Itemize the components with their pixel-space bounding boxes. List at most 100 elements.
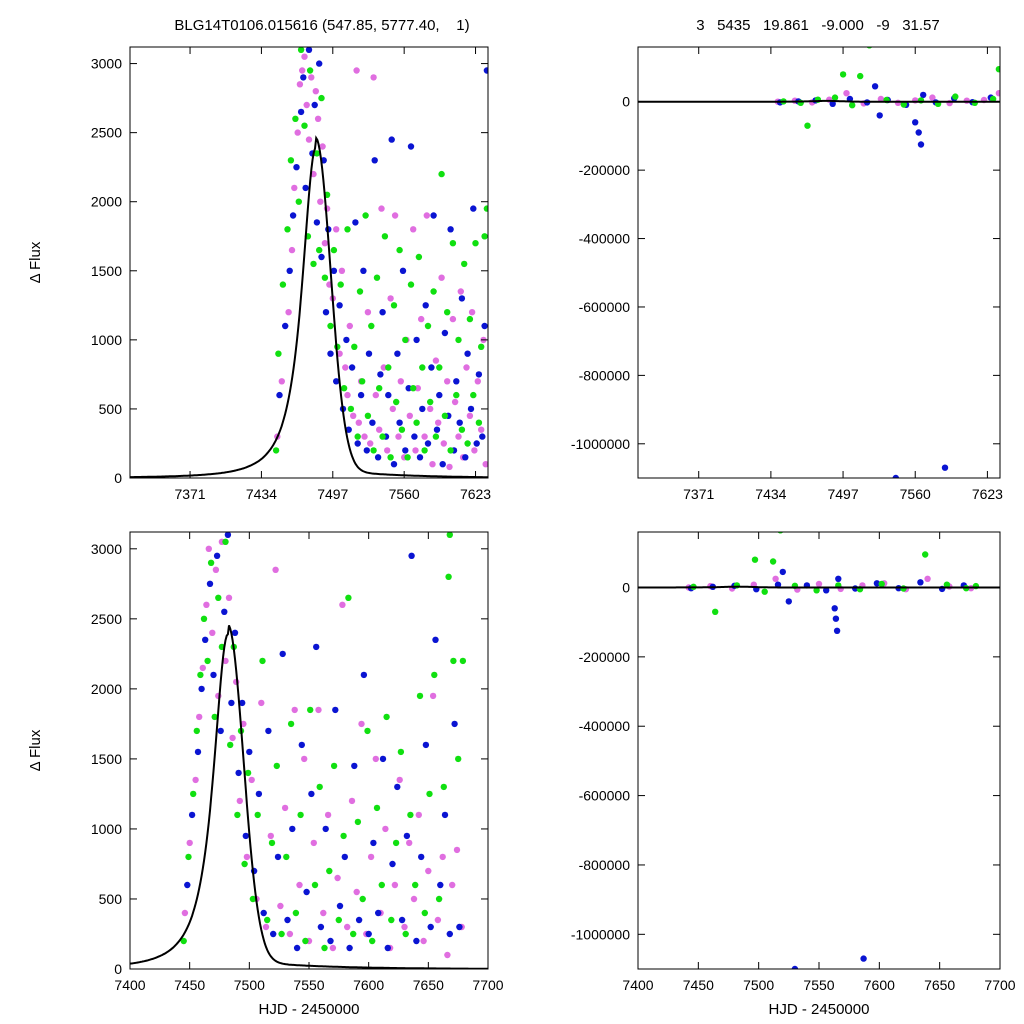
x-tick-label: 7700 <box>984 977 1015 993</box>
data-point-blue <box>289 825 296 833</box>
data-point-blue <box>336 902 344 910</box>
model-curve <box>638 99 1000 103</box>
data-point-blue <box>231 629 239 636</box>
data-point-blue <box>302 184 309 192</box>
data-point-magenta <box>296 81 304 88</box>
data-point-blue <box>235 769 242 777</box>
y-tick-label: 3000 <box>91 541 122 557</box>
y-tick-label: 1000 <box>91 821 122 837</box>
plot-frame <box>637 531 1001 970</box>
data-point-blue <box>270 930 277 938</box>
data-point-blue <box>436 391 443 399</box>
data-point-magenta <box>429 461 436 468</box>
data-point-green <box>193 727 200 735</box>
data-point-green <box>340 832 347 840</box>
data-point-green <box>373 804 381 812</box>
data-point-blue <box>369 419 376 426</box>
data-point-green <box>435 895 443 903</box>
data-point-magenta <box>364 309 372 316</box>
y-tick-label: -1000000 <box>571 436 630 452</box>
data-point-green <box>385 364 392 371</box>
data-point-magenta <box>463 364 470 371</box>
data-point-green <box>297 47 305 53</box>
y-tick-label: 0 <box>622 94 630 110</box>
data-point-green <box>466 315 474 323</box>
data-point-green <box>878 580 885 588</box>
data-point-magenta <box>482 461 488 468</box>
y-tick-label: 500 <box>99 891 123 907</box>
data-point-green <box>453 391 460 399</box>
data-point-green <box>971 99 978 107</box>
data-point-green <box>241 860 248 868</box>
data-point-green <box>234 811 241 819</box>
data-point-magenta <box>391 212 399 219</box>
data-point-green <box>359 378 366 385</box>
data-point-blue <box>422 741 430 749</box>
data-point-green <box>301 122 308 129</box>
data-point-green <box>392 839 400 847</box>
data-point-blue <box>255 790 263 798</box>
data-point-green <box>180 937 187 945</box>
data-point-magenta <box>455 433 462 440</box>
data-point-blue <box>479 433 486 440</box>
data-point-magenta <box>209 629 216 636</box>
data-point-blue <box>785 598 792 605</box>
data-point-green <box>359 895 366 903</box>
data-point-green <box>396 246 403 254</box>
x-axis-title: HJD - 2450000 <box>769 1001 870 1018</box>
data-point-green <box>424 322 432 330</box>
data-point-magenta <box>471 447 478 454</box>
plot-frame <box>129 46 489 479</box>
data-point-green <box>866 47 873 49</box>
plot-frame <box>129 531 489 970</box>
data-point-magenta <box>344 391 351 399</box>
data-point-green <box>311 881 319 889</box>
data-point-blue <box>311 101 318 109</box>
data-point-magenta <box>333 226 340 233</box>
data-point-green <box>364 412 372 419</box>
data-point-green <box>804 122 811 129</box>
data-point-green <box>318 94 325 102</box>
y-tick-label: 1500 <box>91 263 122 279</box>
data-point-blue <box>336 302 343 309</box>
x-tick-label: 7600 <box>353 977 384 993</box>
data-point-blue <box>374 454 382 461</box>
data-point-blue <box>446 930 453 938</box>
data-point-magenta <box>308 74 315 81</box>
data-point-blue <box>377 371 384 378</box>
data-point-green <box>458 426 466 433</box>
data-point-green <box>383 713 390 721</box>
data-point-magenta <box>236 797 243 805</box>
data-point-blue <box>403 832 411 840</box>
y-tick-label: -200000 <box>579 162 631 178</box>
data-point-green <box>438 170 445 178</box>
data-point-blue <box>833 627 841 634</box>
data-point-blue <box>396 419 403 426</box>
y-tick-label: -400000 <box>579 231 631 247</box>
data-point-magenta <box>353 67 360 74</box>
data-point-green <box>297 811 304 819</box>
data-point-green <box>287 720 295 728</box>
data-point-magenta <box>272 566 279 573</box>
data-point-blue <box>413 336 420 344</box>
data-point-magenta <box>397 378 404 385</box>
data-point-blue <box>265 727 272 735</box>
data-point-green <box>259 657 266 665</box>
data-point-blue <box>437 881 444 889</box>
data-point-blue <box>915 129 922 136</box>
y-tick-label: 0 <box>114 470 122 486</box>
data-point-blue <box>360 671 368 679</box>
data-point-green <box>306 67 314 74</box>
data-point-magenta <box>301 755 308 763</box>
data-point-green <box>307 706 314 714</box>
data-point-green <box>402 930 409 938</box>
data-point-green <box>340 385 348 392</box>
data-point-blue <box>246 748 253 756</box>
data-point-blue <box>206 580 214 587</box>
data-point-green <box>310 260 317 268</box>
data-point-green <box>316 783 323 791</box>
data-point-green <box>431 671 438 679</box>
y-tick-label: -400000 <box>579 718 631 734</box>
data-point-magenta <box>418 315 425 323</box>
data-point-magenta <box>339 601 346 608</box>
